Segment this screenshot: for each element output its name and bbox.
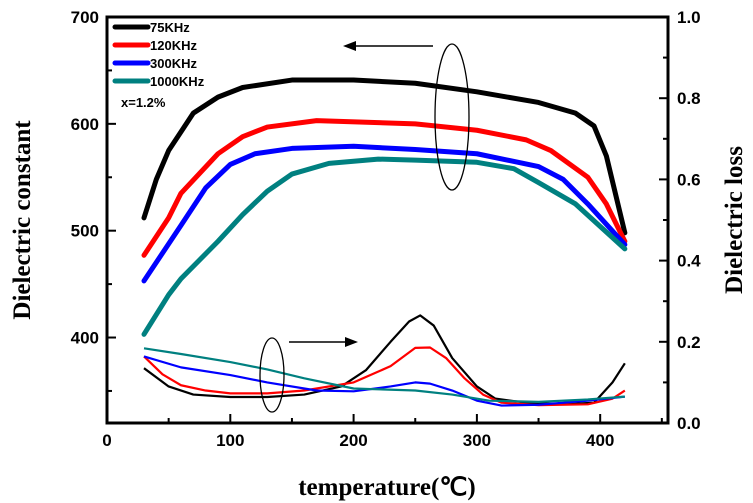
y2-tick-label: 1.0 [677, 8, 701, 27]
x-tick-label: 300 [463, 431, 491, 450]
legend-label: 75KHz [150, 20, 190, 35]
constant-line-75KHz [141, 77, 628, 236]
y-tick-label: 500 [71, 222, 99, 241]
constant-line-300KHz [141, 143, 628, 284]
y-tick-label: 400 [71, 329, 99, 348]
y2-axis-label: Dielectric loss [721, 146, 748, 294]
loss-line-300KHz [143, 355, 625, 407]
constant-line-1000KHz [141, 156, 628, 337]
y-axis-label: Dielectric constant [9, 120, 36, 320]
constant-line-120KHz [141, 118, 628, 258]
x-axis-label: temperature(℃) [298, 474, 476, 501]
y2-tick-label: 0.6 [677, 170, 701, 189]
annotation-x: x=1.2% [121, 95, 166, 110]
x-tick-label: 0 [102, 431, 111, 450]
y2-tick-label: 0.2 [677, 333, 701, 352]
x-tick-label: 100 [216, 431, 244, 450]
right-arrow-head [345, 337, 358, 347]
legend-label: 300KHz [150, 56, 197, 71]
legend-label: 1000KHz [150, 74, 205, 89]
loss-group-ellipse [259, 337, 285, 413]
y2-tick-label: 0.8 [677, 89, 701, 108]
constant-group-ellipse [434, 43, 470, 191]
x-tick-label: 400 [586, 431, 614, 450]
loss-line-1000KHz [143, 347, 625, 403]
y2-tick-label: 0.0 [677, 414, 701, 433]
x-tick-label: 200 [339, 431, 367, 450]
left-arrow-head [343, 41, 356, 51]
y-tick-label: 700 [71, 8, 99, 27]
legend-label: 120KHz [150, 38, 197, 53]
y2-tick-label: 0.4 [677, 252, 701, 271]
legend: 75KHz 120KHz 300KHz 1000KHz [112, 20, 205, 89]
y-tick-label: 600 [71, 115, 99, 134]
